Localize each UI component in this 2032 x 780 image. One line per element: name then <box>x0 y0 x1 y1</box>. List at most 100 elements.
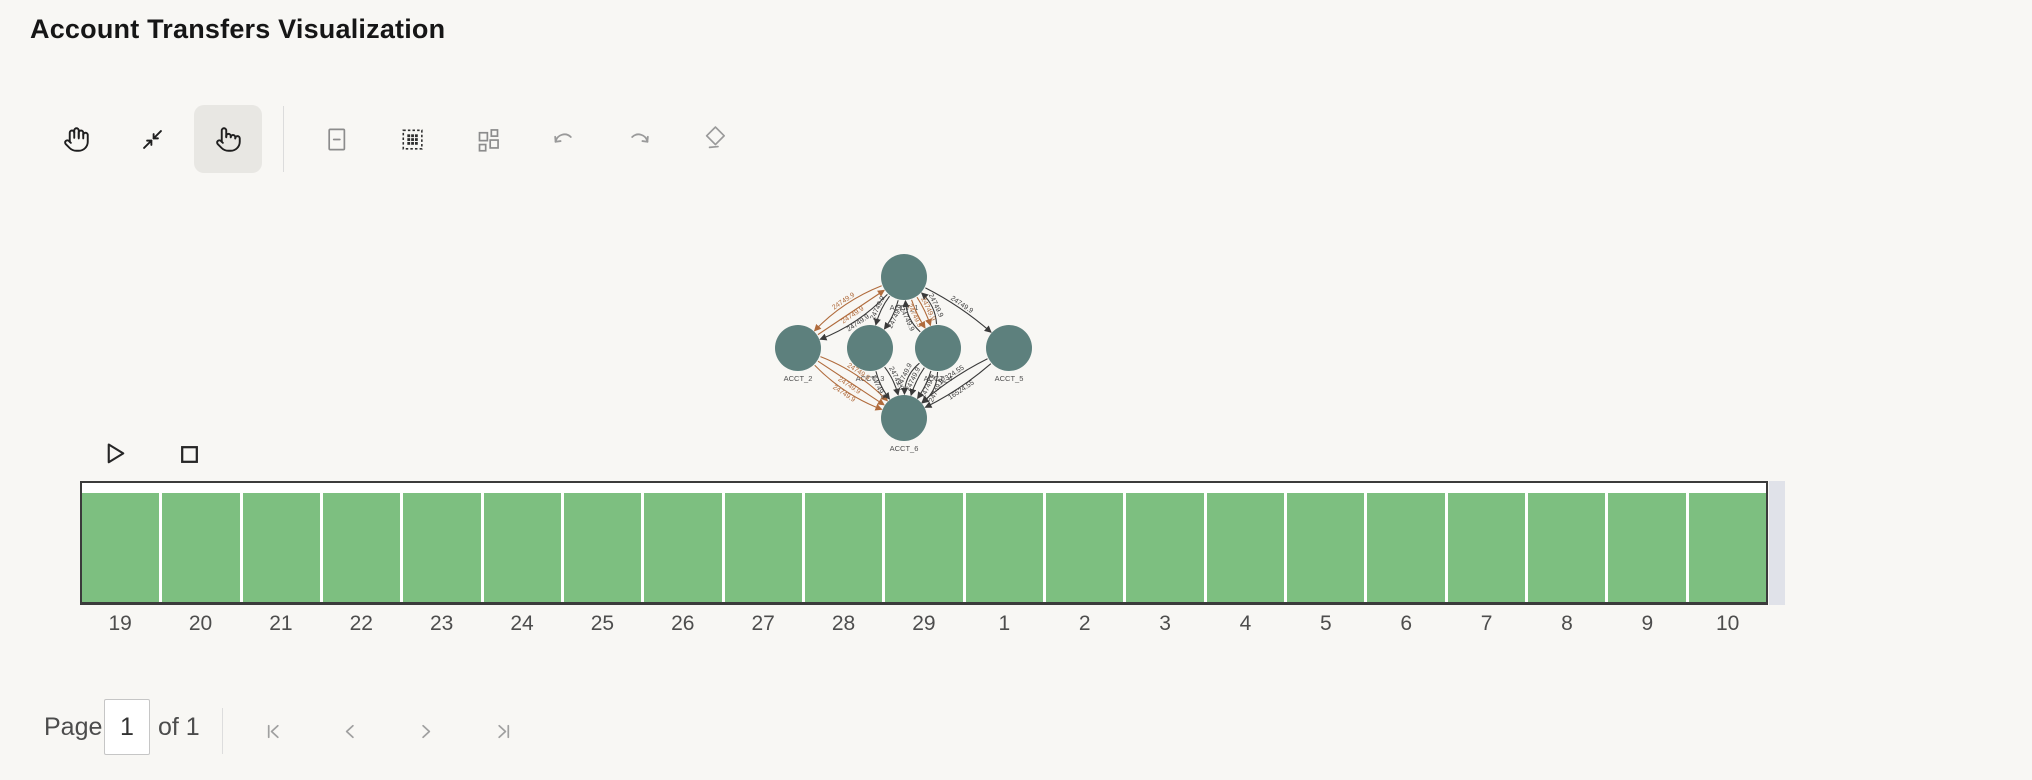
clear-button[interactable] <box>679 105 747 173</box>
timeline-tick-label: 3 <box>1159 612 1171 635</box>
zoom-to-fit-icon <box>142 129 162 149</box>
last-page-button[interactable] <box>481 709 525 753</box>
layout-button[interactable] <box>454 105 522 173</box>
zoom-out-box-icon <box>327 128 345 150</box>
transfers-graph: ACCT_1 ACCT_2 ACCT_3 ACCT_4 ACCT_5 ACCT_6 2474… <box>775 254 1032 453</box>
timeline-bar[interactable] <box>403 493 481 602</box>
clear-icon <box>705 125 725 148</box>
timeline-bar[interactable] <box>1045 493 1124 602</box>
graph-edge[interactable] <box>916 296 932 327</box>
play-button[interactable] <box>98 436 132 470</box>
graph-edge[interactable] <box>884 366 901 396</box>
timeline-bar[interactable] <box>1286 493 1365 602</box>
graph-node-ACCT_6[interactable] <box>881 395 927 441</box>
undo-icon <box>553 133 572 143</box>
timeline-tick-label: 2 <box>1078 612 1091 635</box>
undo-button[interactable] <box>529 105 597 173</box>
page-label: Page <box>44 713 103 741</box>
timeline-bar[interactable] <box>322 493 401 602</box>
timeline-bar[interactable] <box>1608 493 1686 602</box>
timeline-bar[interactable] <box>1447 493 1525 602</box>
timeline-tick-label: 1 <box>998 612 1011 635</box>
timeline-track[interactable] <box>80 481 1768 605</box>
timeline-tick-label: 4 <box>1239 612 1252 635</box>
previous-page-button[interactable] <box>328 709 372 753</box>
graph-edge[interactable] <box>902 299 921 333</box>
graph-edge[interactable] <box>820 356 889 402</box>
timeline-tick-label: 6 <box>1400 612 1413 635</box>
graph-edge-label: 24749.9 <box>949 295 974 315</box>
timeline-bar[interactable] <box>885 493 963 602</box>
timeline-bar[interactable] <box>1688 493 1766 602</box>
layout-icon <box>478 128 499 152</box>
timeline-bar[interactable] <box>644 493 722 602</box>
timeline-tick-label: 28 <box>831 612 856 635</box>
play-icon <box>107 443 125 464</box>
graph-edge[interactable] <box>817 360 885 406</box>
graph-node-ACCT_5[interactable] <box>986 325 1032 371</box>
stop-icon <box>180 445 198 463</box>
graph-node-ACCT_2[interactable] <box>775 325 821 371</box>
timeline-tick-label: 19 <box>108 612 132 635</box>
timeline-bar[interactable] <box>1126 493 1204 602</box>
graph-edge[interactable] <box>813 285 882 332</box>
graph-edge[interactable] <box>911 299 926 329</box>
last-page-icon <box>497 724 509 738</box>
timeline-tick-label: 24 <box>510 612 534 635</box>
pointer-select-button[interactable] <box>194 105 262 173</box>
timeline-bar[interactable] <box>1367 493 1445 602</box>
previous-page-icon <box>345 724 354 738</box>
graph-edge[interactable] <box>917 370 932 400</box>
pagination-separator <box>222 708 223 754</box>
page-title: Account Transfers Visualization <box>30 14 446 44</box>
timeline-bar[interactable] <box>162 493 240 602</box>
timeline-bar[interactable] <box>563 493 642 602</box>
page-number-input[interactable] <box>104 699 150 755</box>
graph-edge[interactable] <box>875 371 891 400</box>
timeline-scrollbar[interactable] <box>1769 481 1785 605</box>
timeline-tick-label: 23 <box>430 612 454 635</box>
graph-edge[interactable] <box>900 362 920 396</box>
timeline-bar[interactable] <box>1206 493 1284 602</box>
timeline-tick-label: 26 <box>671 612 695 635</box>
graph-edge[interactable] <box>819 293 888 341</box>
timeline-tick-label: 20 <box>188 612 213 635</box>
timeline-tick-label: 5 <box>1319 612 1332 635</box>
graph-edge[interactable] <box>920 292 938 325</box>
timeline-tick-label: 10 <box>1716 612 1740 635</box>
graph-node-label: ACCT_5 <box>995 374 1024 383</box>
zoom-to-fit-button[interactable] <box>118 105 186 173</box>
timeline-bar[interactable] <box>1527 493 1606 602</box>
graph-edge[interactable] <box>909 367 925 397</box>
redo-button[interactable] <box>605 105 673 173</box>
next-page-button[interactable] <box>403 709 447 753</box>
timeline-tick-label: 21 <box>269 612 293 635</box>
pan-tool-button[interactable] <box>42 105 110 173</box>
timeline-bar[interactable] <box>483 493 561 602</box>
timeline-bar[interactable] <box>965 493 1043 602</box>
graph-node-label: ACCT_6 <box>890 444 919 453</box>
zoom-out-box-button[interactable] <box>302 105 370 173</box>
graph-edge[interactable] <box>817 289 885 336</box>
graph-edge[interactable] <box>925 287 992 333</box>
graph-node-ACCT_3[interactable] <box>847 325 893 371</box>
graph-node-label: ACCT_4 <box>924 374 953 383</box>
graph-edge[interactable] <box>873 295 890 326</box>
graph-edge[interactable] <box>921 358 988 403</box>
timeline-bar[interactable] <box>804 493 883 602</box>
timeline-bar[interactable] <box>242 493 320 602</box>
graph-node-label: ACCT_3 <box>856 374 885 383</box>
pan-hand-icon <box>63 126 89 152</box>
graph-edge[interactable] <box>814 364 883 411</box>
graph-node-ACCT_4[interactable] <box>915 325 961 371</box>
graph-edge[interactable] <box>883 300 899 330</box>
graph-edge[interactable] <box>924 363 992 408</box>
first-page-button[interactable] <box>251 709 295 753</box>
stop-button[interactable] <box>172 437 206 471</box>
graph-node-ACCT_1[interactable] <box>881 254 927 300</box>
timeline-tick-label: 22 <box>349 612 373 635</box>
timeline-bar[interactable] <box>724 493 802 602</box>
timeline-bar[interactable] <box>82 493 160 602</box>
marquee-zoom-button[interactable] <box>378 105 446 173</box>
timeline-tick-label: 25 <box>590 612 615 635</box>
